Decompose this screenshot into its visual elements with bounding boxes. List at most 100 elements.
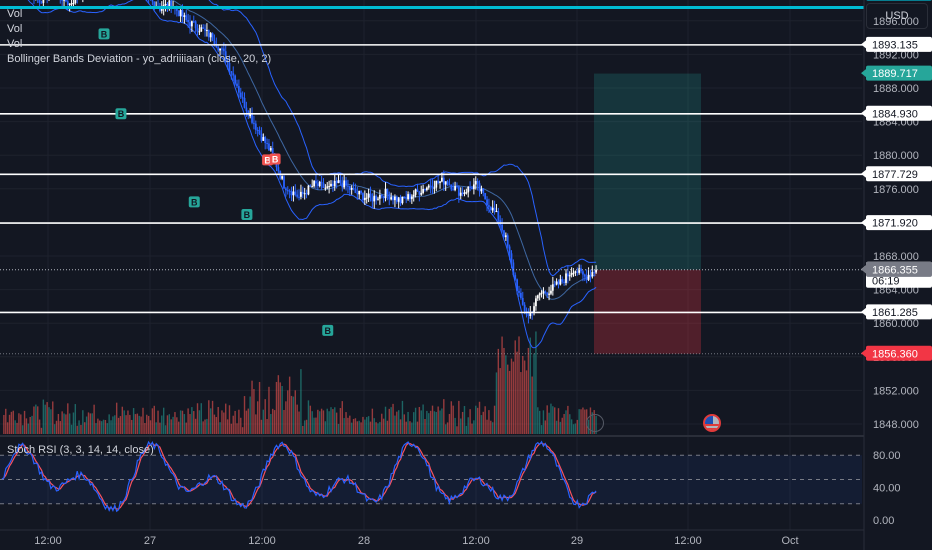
price-label-pointer <box>861 349 866 358</box>
middle-band <box>170 0 597 300</box>
currency-button[interactable]: USD <box>866 3 928 29</box>
horizontal-lines[interactable] <box>0 0 932 355</box>
volume-bar <box>300 369 302 434</box>
volume-bar <box>35 404 37 434</box>
volume-bar <box>302 425 304 434</box>
candle-body <box>476 181 479 184</box>
volume-legend-1[interactable]: Vol <box>7 8 23 20</box>
candle-body <box>301 191 304 194</box>
volume-bar <box>328 411 330 434</box>
candle-body <box>198 31 201 33</box>
tradingview-logo-icon[interactable] <box>586 414 604 432</box>
grid <box>0 0 932 530</box>
volume-bar <box>72 412 75 434</box>
volume-bar <box>296 404 298 434</box>
volume-bar <box>476 407 479 434</box>
volume-bar <box>388 408 390 434</box>
candle-body <box>472 184 475 190</box>
candle-body <box>315 180 317 184</box>
volume-bar <box>542 410 545 434</box>
volume-bar <box>307 400 310 434</box>
candle-body <box>367 193 370 198</box>
volume-bar <box>493 405 496 434</box>
volume-bar <box>531 376 533 434</box>
volume-legend-3[interactable]: Vol <box>7 38 23 50</box>
candle-body <box>386 188 389 194</box>
candle-body <box>461 192 464 194</box>
candle-body <box>347 185 349 187</box>
price-label-text: 1889.717 <box>872 68 918 80</box>
price-label-box <box>866 105 932 121</box>
candle-body <box>454 186 456 191</box>
candle-body <box>424 188 426 191</box>
candle-body <box>495 211 498 213</box>
candle-body <box>583 274 586 277</box>
candle-body <box>536 295 539 299</box>
x-tick-label: 12:00 <box>462 535 490 547</box>
price-label-text: 1884.930 <box>872 108 918 120</box>
volume-bar <box>183 414 186 434</box>
candle-body <box>74 0 77 4</box>
volume-bar <box>399 419 402 434</box>
price-label-box <box>866 36 932 52</box>
sell-marker <box>269 153 281 165</box>
candle-body <box>553 284 556 286</box>
volume-bar <box>219 422 221 434</box>
volume-bar <box>322 410 325 434</box>
rsi-tick-label: 0.00 <box>873 515 894 527</box>
volume-bar <box>258 381 261 434</box>
sell-marker-label: B <box>264 155 271 165</box>
candle-body <box>166 3 169 8</box>
volume-bar <box>444 424 447 434</box>
volume-legend-2[interactable]: Vol <box>7 23 23 35</box>
volume-bar <box>460 418 462 434</box>
candle-body <box>253 122 255 124</box>
x-tick-label: 12:00 <box>34 535 62 547</box>
us-flag-icon[interactable] <box>703 414 721 432</box>
bollinger-legend[interactable]: Bollinger Bands Deviation - yo_adriiiiaa… <box>7 53 272 65</box>
candle-body <box>217 47 220 51</box>
volume-bar <box>373 418 375 434</box>
volume-bar <box>352 418 355 434</box>
candle-body <box>403 196 406 199</box>
volume-bar <box>403 414 406 434</box>
candle-body <box>283 176 285 189</box>
volume-bar <box>379 421 381 434</box>
candle-body <box>407 194 409 200</box>
volume-bar <box>74 404 77 434</box>
volume-bar <box>356 421 359 434</box>
volume-bar <box>225 403 227 434</box>
buy-marker-label: B <box>191 197 198 207</box>
candle-body <box>501 224 503 231</box>
candle-body <box>206 29 208 31</box>
candle-body <box>390 197 393 200</box>
candle-body <box>471 187 473 190</box>
candle-body <box>194 21 197 29</box>
volume-bar <box>350 422 353 434</box>
candle-body <box>519 292 522 298</box>
volume-bar <box>121 406 124 434</box>
volume-bar <box>196 403 199 434</box>
volume-bar <box>272 408 274 434</box>
volume-bar <box>469 409 471 434</box>
volume-bar <box>153 405 155 434</box>
volume-bar <box>428 413 430 434</box>
y-tick-label: 1880.000 <box>873 150 919 162</box>
volume-bar <box>550 403 552 434</box>
volume-bar <box>411 422 413 434</box>
volume-bar <box>178 421 180 434</box>
volume-bar <box>467 417 469 434</box>
stoch-rsi-legend[interactable]: Stoch RSI (3, 3, 14, 14, close) <box>7 444 154 456</box>
candle-body <box>230 71 233 74</box>
volume-bar <box>108 414 110 434</box>
volume-bar <box>87 412 90 434</box>
volume-bar <box>106 423 108 434</box>
volume-bar <box>426 410 428 434</box>
candle-body <box>546 292 549 295</box>
volume-bar <box>503 347 505 434</box>
volume-bar <box>320 408 323 434</box>
candle-body <box>61 0 64 1</box>
candle-body <box>559 279 562 285</box>
candle-body <box>331 183 334 187</box>
